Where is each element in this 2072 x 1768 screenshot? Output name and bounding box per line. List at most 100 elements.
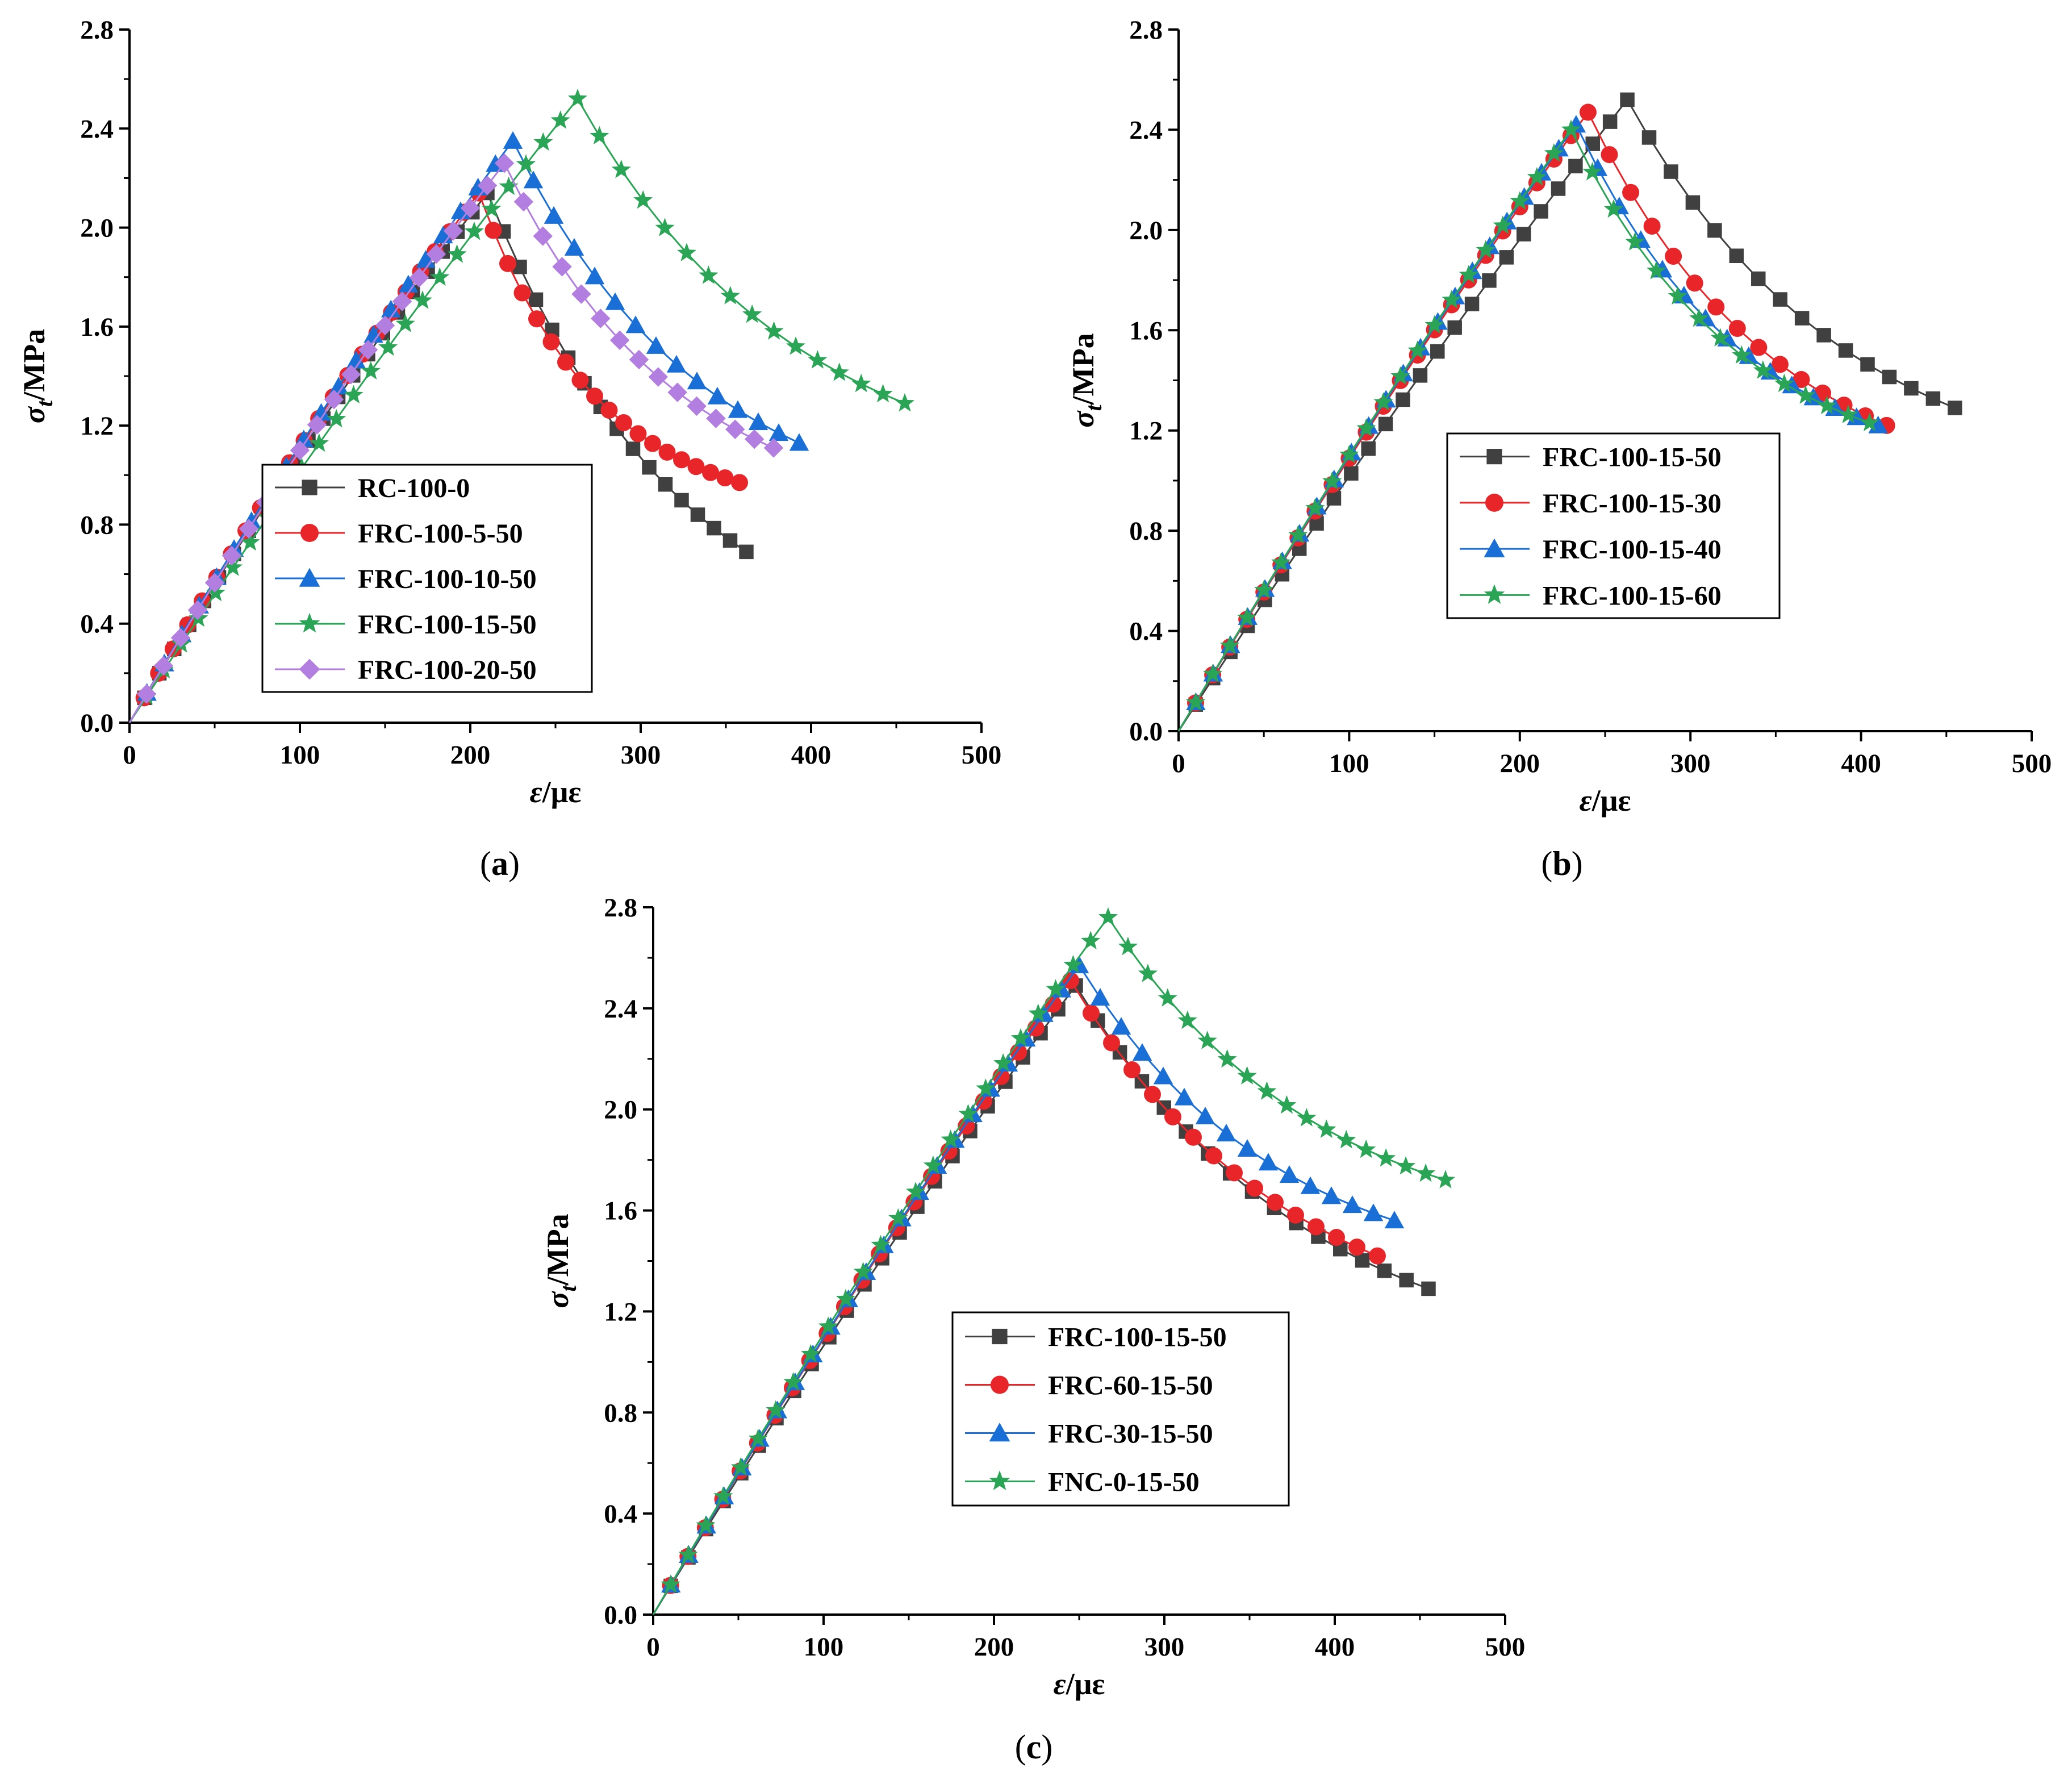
data-point: [818, 1316, 838, 1335]
data-point: [1267, 1194, 1284, 1211]
data-point: [1664, 164, 1678, 179]
legend-entry: FRC-100-20-50: [275, 655, 537, 685]
series-frc-100-15-30: [1177, 103, 1895, 732]
data-point: [571, 372, 589, 389]
legend-entry: FRC-60-15-50: [965, 1371, 1213, 1401]
legend-marker: [1485, 493, 1503, 512]
data-point: [1317, 1119, 1336, 1138]
data-point: [564, 237, 584, 256]
data-point: [1288, 525, 1308, 544]
data-point: [739, 544, 754, 560]
data-point: [673, 451, 690, 469]
legend-label: FRC-100-15-30: [1543, 489, 1722, 519]
data-point: [1665, 248, 1682, 265]
data-point: [533, 226, 553, 246]
series-line: [1177, 123, 1879, 732]
x-tick-label: 400: [791, 740, 832, 770]
data-point: [687, 372, 707, 390]
legend-entry: FRC-100-15-60: [1460, 581, 1722, 611]
data-point: [687, 458, 705, 476]
legend-entry: FRC-100-15-50: [965, 1323, 1227, 1353]
data-point: [742, 304, 762, 323]
data-point: [1948, 401, 1962, 415]
data-point: [1625, 232, 1645, 251]
x-tick-label: 100: [1329, 749, 1369, 778]
data-point: [1237, 1066, 1257, 1085]
data-point: [1710, 328, 1730, 347]
data-point: [426, 244, 446, 264]
x-tick-label: 100: [804, 1632, 844, 1662]
data-point: [484, 222, 502, 239]
data-point: [1246, 1179, 1263, 1197]
data-point: [658, 443, 676, 461]
y-tick-label: 1.6: [604, 1196, 637, 1226]
data-point: [702, 464, 719, 481]
data-point: [783, 1372, 803, 1391]
data-point: [586, 387, 603, 405]
data-point: [1390, 366, 1410, 385]
data-point: [1689, 308, 1709, 327]
legend-entry: FRC-100-15-50: [275, 610, 537, 640]
data-point: [327, 408, 346, 428]
data-point: [1816, 328, 1831, 343]
data-point: [1732, 345, 1752, 364]
data-point: [1098, 907, 1118, 926]
data-point: [676, 243, 697, 261]
data-point: [1373, 392, 1393, 411]
data-point: [690, 507, 705, 522]
data-point: [1153, 1066, 1173, 1085]
data-point: [1476, 240, 1495, 259]
data-point: [1138, 964, 1158, 982]
series-line: [1177, 128, 1870, 732]
legend-marker: [299, 612, 320, 633]
data-point: [1090, 987, 1110, 1006]
data-point: [941, 1129, 960, 1148]
data-point: [1205, 1147, 1222, 1165]
data-point: [1413, 368, 1428, 383]
data-point: [648, 367, 669, 387]
data-point: [1307, 1218, 1325, 1236]
series-line: [652, 964, 1395, 1615]
data-point: [728, 400, 748, 418]
data-point: [1568, 159, 1583, 174]
data-point: [716, 469, 734, 487]
x-tick-label: 0: [123, 740, 136, 770]
legend-label: FRC-100-15-40: [1543, 535, 1722, 565]
data-point: [482, 199, 502, 218]
legend-marker: [299, 568, 320, 587]
x-tick-label: 300: [1670, 749, 1711, 778]
y-tick-label: 2.8: [1129, 15, 1163, 45]
data-point: [748, 1428, 768, 1448]
data-point: [851, 373, 871, 393]
data-point: [584, 266, 605, 285]
y-axis-title: σt/MPa: [17, 329, 57, 423]
data-point: [625, 441, 641, 456]
data-point: [1817, 395, 1837, 415]
x-axis-title: ε/με: [1580, 783, 1631, 818]
data-point: [1561, 119, 1581, 138]
legend-box: [951, 1311, 1290, 1507]
data-point: [687, 396, 707, 416]
legend-marker: [1484, 538, 1505, 557]
data-point: [836, 1289, 855, 1308]
data-point: [375, 315, 395, 336]
data-point: [1185, 692, 1206, 711]
data-point: [1925, 391, 1941, 406]
data-point: [1482, 273, 1497, 288]
data-point: [528, 292, 544, 307]
data-point: [1499, 250, 1514, 265]
data-point: [223, 557, 243, 576]
data-point: [1348, 1239, 1365, 1256]
data-point: [409, 268, 429, 287]
data-point: [873, 383, 893, 403]
data-point: [1773, 292, 1787, 307]
data-point: [170, 628, 191, 648]
legend-marker: [300, 524, 319, 542]
data-point: [324, 389, 344, 410]
data-point: [1226, 1164, 1243, 1182]
data-point: [1510, 191, 1530, 210]
data-point: [494, 153, 515, 173]
data-point: [1424, 315, 1444, 334]
legend-marker: [302, 479, 318, 495]
series-line: [652, 979, 1378, 1615]
